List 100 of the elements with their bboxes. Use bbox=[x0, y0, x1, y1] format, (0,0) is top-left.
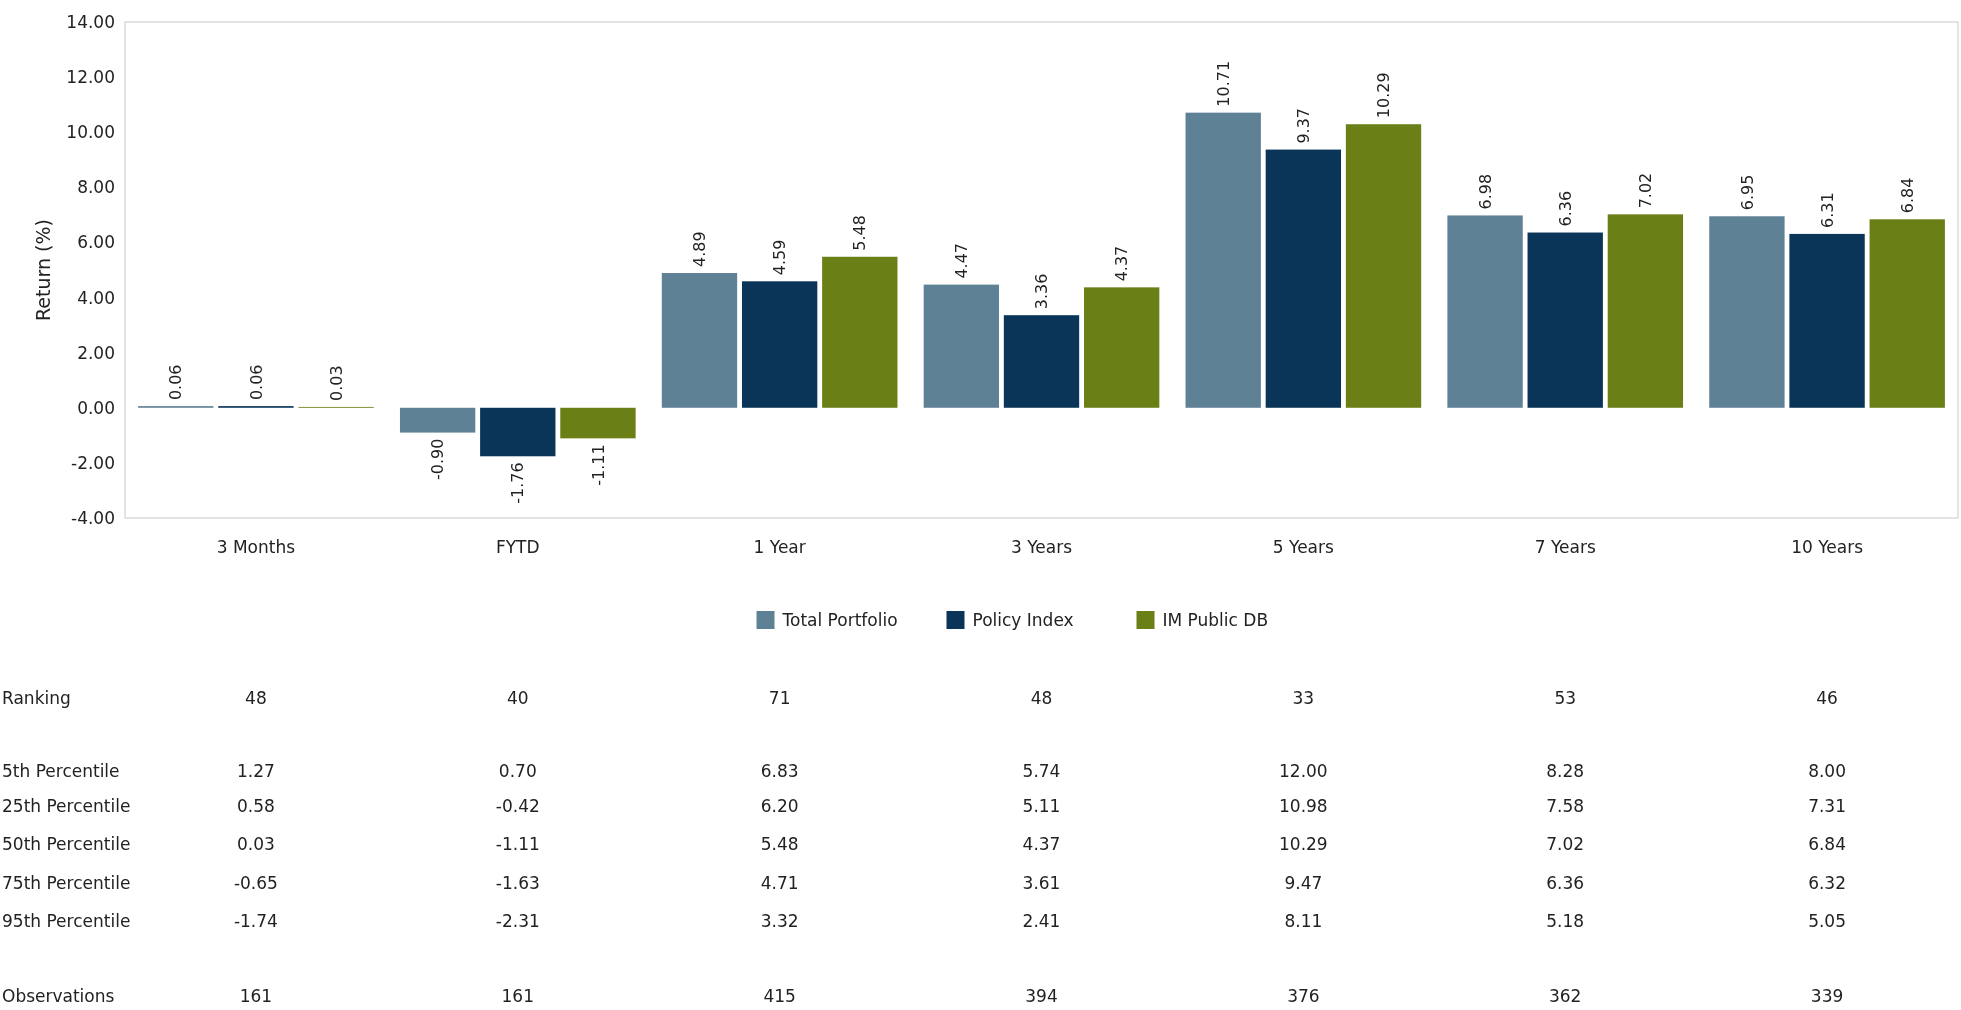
text: 7.31 bbox=[1808, 795, 1846, 816]
text: 6.31 bbox=[1817, 192, 1837, 228]
text: 10.29 bbox=[1279, 833, 1328, 854]
category-label: 95th Percentile bbox=[2, 910, 131, 931]
text: 1.27 bbox=[237, 760, 275, 781]
bar bbox=[1869, 219, 1945, 408]
text: 4.37 bbox=[1022, 833, 1061, 854]
text: 48 bbox=[1030, 687, 1053, 708]
category-label: Ranking bbox=[2, 687, 71, 708]
text: 12.00 bbox=[1279, 760, 1328, 781]
bar bbox=[923, 284, 1000, 408]
text: 53 bbox=[1554, 687, 1577, 708]
text: 5.74 bbox=[1022, 760, 1061, 781]
text: -0.90 bbox=[428, 438, 448, 480]
text: 0.03 bbox=[237, 833, 275, 854]
text: -1.11 bbox=[495, 833, 540, 854]
text: 6.36 bbox=[1546, 872, 1585, 893]
text: 10.29 bbox=[1374, 72, 1394, 119]
text: -1.74 bbox=[233, 910, 278, 931]
text: 2.41 bbox=[1022, 910, 1061, 931]
text: 6.36 bbox=[1555, 190, 1575, 227]
text: 7.02 bbox=[1546, 833, 1585, 854]
text: 6.32 bbox=[1808, 872, 1846, 893]
text: 4.59 bbox=[770, 239, 790, 276]
text: 48 bbox=[245, 687, 267, 708]
y-tick-label: 6.00 bbox=[77, 232, 115, 253]
bar bbox=[399, 407, 476, 433]
text: 362 bbox=[1548, 985, 1582, 1006]
category-label: Observations bbox=[2, 985, 115, 1006]
text: 8.00 bbox=[1808, 760, 1846, 781]
text: 5.48 bbox=[850, 215, 870, 251]
legend-label: IM Public DB bbox=[1162, 609, 1269, 630]
y-tick-label: 14.00 bbox=[66, 11, 115, 32]
legend-label: Policy Index bbox=[972, 609, 1074, 630]
text: 5.48 bbox=[760, 833, 799, 854]
text: 10.98 bbox=[1279, 795, 1328, 816]
text: -2.31 bbox=[495, 910, 540, 931]
text: 6.84 bbox=[1897, 177, 1917, 214]
text: -1.11 bbox=[588, 444, 608, 486]
text: 10.71 bbox=[1213, 60, 1233, 107]
text: 4.47 bbox=[951, 242, 971, 279]
text: 0.70 bbox=[498, 760, 537, 781]
y-tick-label: 0.00 bbox=[77, 397, 115, 418]
text: 7.02 bbox=[1635, 172, 1655, 209]
bar bbox=[1083, 287, 1160, 408]
text: 4.37 bbox=[1112, 245, 1132, 282]
text: 376 bbox=[1287, 985, 1320, 1006]
text: 5.05 bbox=[1808, 910, 1846, 931]
x-tick-label: 3 Years bbox=[1010, 537, 1073, 557]
y-tick-label: -2.00 bbox=[71, 452, 115, 473]
text: 40 bbox=[506, 687, 529, 708]
text: 415 bbox=[763, 985, 796, 1006]
text: 46 bbox=[1816, 687, 1838, 708]
bar bbox=[1527, 232, 1603, 408]
text: 3.36 bbox=[1032, 273, 1052, 310]
bar bbox=[1345, 124, 1422, 408]
text: 0.58 bbox=[237, 795, 275, 816]
y-tick-label: -4.00 bbox=[71, 507, 115, 528]
text: -0.65 bbox=[233, 872, 278, 893]
text: 394 bbox=[1025, 985, 1058, 1006]
text: 5.18 bbox=[1546, 910, 1585, 931]
text: 6.20 bbox=[760, 795, 799, 816]
text: 6.83 bbox=[760, 760, 799, 781]
x-tick-label: 5 Years bbox=[1272, 537, 1335, 557]
y-tick-label: 8.00 bbox=[77, 177, 115, 198]
text: 33 bbox=[1292, 687, 1315, 708]
text: 161 bbox=[501, 985, 535, 1006]
y-tick-label: 12.00 bbox=[66, 67, 115, 88]
x-tick-label: 7 Years bbox=[1534, 537, 1596, 557]
y-tick-label: 2.00 bbox=[77, 342, 115, 363]
text: 9.37 bbox=[1293, 107, 1313, 144]
text: -1.76 bbox=[508, 462, 528, 504]
x-tick-label: 3 Months bbox=[216, 537, 296, 557]
category-label: 5th Percentile bbox=[2, 760, 120, 781]
text: 8.28 bbox=[1546, 760, 1585, 781]
text: 0.06 bbox=[246, 364, 266, 401]
text: -1.63 bbox=[495, 872, 540, 893]
text: -0.42 bbox=[495, 795, 540, 816]
text: 161 bbox=[239, 985, 273, 1006]
text: 7.58 bbox=[1546, 795, 1585, 816]
text: 4.89 bbox=[690, 231, 710, 268]
text: 339 bbox=[1810, 985, 1844, 1006]
text: 6.84 bbox=[1808, 833, 1846, 854]
bar bbox=[741, 281, 818, 408]
bar bbox=[1265, 149, 1342, 408]
x-tick-label: 10 Years bbox=[1791, 537, 1864, 557]
legend-label: Total Portfolio bbox=[781, 609, 898, 630]
category-label: 25th Percentile bbox=[2, 795, 131, 816]
bar bbox=[1185, 112, 1261, 408]
bar bbox=[560, 407, 636, 439]
text: 6.98 bbox=[1475, 173, 1495, 210]
text: 3.32 bbox=[760, 910, 799, 931]
text: 3.61 bbox=[1022, 872, 1061, 893]
bar bbox=[661, 273, 738, 408]
text: 0.03 bbox=[326, 365, 346, 401]
category-label: 75th Percentile bbox=[2, 872, 131, 893]
x-tick-label: 1 Year bbox=[753, 537, 806, 557]
y-axis-title: Return (%) bbox=[32, 219, 54, 321]
text: 9.47 bbox=[1284, 872, 1323, 893]
text: 6.95 bbox=[1737, 174, 1757, 211]
